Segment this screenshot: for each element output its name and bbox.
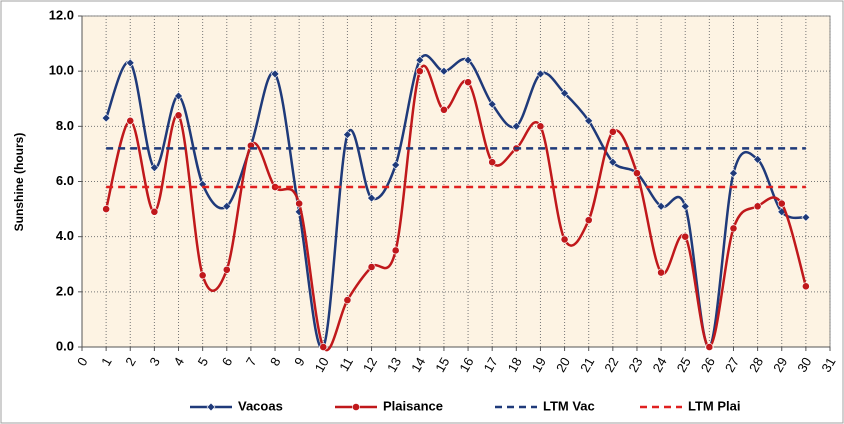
- marker: [753, 155, 763, 164]
- legend-item: Vacoas: [190, 398, 283, 413]
- x-tick-label: 31: [818, 355, 838, 375]
- marker: [464, 78, 472, 87]
- marker: [222, 265, 231, 274]
- y-tick-label: 0.0: [56, 338, 74, 353]
- marker: [657, 268, 665, 277]
- y-tick-label: 6.0: [56, 173, 74, 188]
- x-tick-label: 30: [794, 355, 814, 375]
- marker: [174, 111, 183, 120]
- marker: [536, 69, 545, 79]
- x-tick-label: 27: [722, 355, 742, 375]
- marker: [270, 69, 280, 79]
- y-tick-label: 4.0: [56, 228, 74, 243]
- legend-item: Plaisance: [335, 398, 443, 413]
- x-tick-label: 18: [505, 355, 525, 375]
- x-tick-label: 16: [456, 355, 476, 375]
- x-tick-label: 14: [408, 355, 428, 375]
- marker: [102, 205, 111, 213]
- y-tick-label: 10.0: [49, 63, 74, 78]
- x-tick-label: 15: [432, 355, 452, 375]
- marker: [729, 224, 738, 233]
- marker: [705, 343, 714, 351]
- marker: [222, 201, 232, 211]
- marker: [439, 66, 449, 76]
- marker: [415, 67, 424, 76]
- x-tick-label: 17: [481, 355, 501, 375]
- marker: [753, 202, 762, 211]
- marker: [343, 296, 352, 305]
- x-tick-label: 19: [529, 355, 549, 375]
- x-tick-label: 24: [649, 355, 669, 375]
- marker: [801, 282, 810, 291]
- x-tick-label: 26: [698, 355, 718, 375]
- legend-label: Vacoas: [238, 398, 283, 413]
- marker: [608, 157, 618, 167]
- x-tick-label: 13: [384, 355, 404, 375]
- marker: [656, 201, 666, 211]
- marker: [352, 403, 360, 411]
- marker: [801, 212, 811, 222]
- x-tick-label: 10: [312, 355, 332, 375]
- y-tick-label: 12.0: [49, 7, 74, 22]
- legend-label: LTM Plai: [688, 398, 740, 413]
- marker: [584, 216, 593, 225]
- marker: [206, 402, 216, 412]
- marker: [126, 116, 135, 125]
- marker: [680, 201, 690, 211]
- marker: [511, 121, 521, 131]
- marker: [633, 169, 641, 178]
- series-line: [104, 54, 807, 350]
- x-tick-label: 12: [360, 355, 380, 375]
- x-tick-label: 28: [746, 355, 766, 375]
- marker: [319, 343, 328, 351]
- marker: [560, 235, 569, 244]
- y-axis-label: Sunshine (hours): [12, 133, 26, 232]
- plot-area: [81, 15, 831, 348]
- marker: [391, 160, 401, 170]
- marker: [415, 55, 425, 65]
- legend-label: Plaisance: [383, 398, 443, 413]
- marker: [608, 127, 617, 136]
- marker: [101, 113, 111, 123]
- marker: [560, 88, 570, 98]
- marker: [777, 199, 786, 208]
- marker: [584, 116, 594, 126]
- marker: [487, 99, 497, 109]
- marker: [463, 55, 473, 65]
- marker: [149, 163, 159, 173]
- marker: [367, 193, 376, 203]
- y-tick-label: 2.0: [56, 283, 74, 298]
- x-tick-label: 22: [601, 355, 621, 375]
- marker: [681, 232, 690, 241]
- marker: [391, 246, 400, 255]
- marker: [488, 158, 497, 167]
- marker: [125, 58, 135, 68]
- marker: [367, 263, 376, 271]
- x-tick-label: 25: [674, 355, 694, 375]
- marker: [174, 91, 183, 101]
- marker: [295, 199, 304, 208]
- marker: [150, 207, 159, 216]
- legend-item: LTM Plai: [640, 398, 740, 413]
- x-tick-label: 11: [336, 355, 356, 374]
- legend-label: LTM Vac: [543, 398, 595, 413]
- x-tick-label: 21: [577, 355, 597, 375]
- x-tick-label: 20: [553, 355, 573, 375]
- marker: [198, 271, 207, 280]
- marker: [342, 130, 352, 140]
- legend-item: LTM Vac: [495, 398, 595, 413]
- marker: [440, 105, 448, 114]
- x-tick-label: 29: [770, 355, 790, 375]
- marker: [536, 122, 545, 131]
- x-tick-label: 23: [625, 355, 645, 375]
- y-tick-label: 8.0: [56, 118, 74, 133]
- marker: [729, 168, 738, 178]
